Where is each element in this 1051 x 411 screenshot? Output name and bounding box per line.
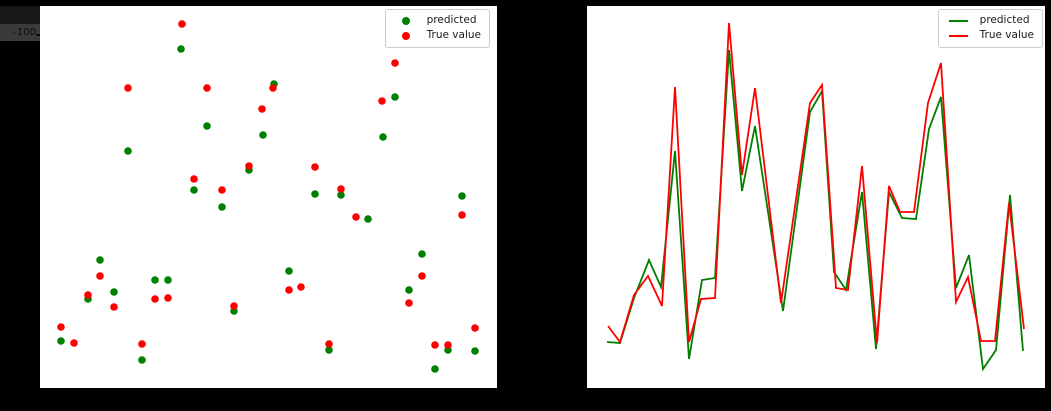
data-point-predicted [259, 131, 267, 139]
legend-label-predicted: predicted [979, 14, 1030, 26]
legend-swatch-wrap [946, 19, 972, 22]
scatter-legend: predicted True value [384, 9, 490, 48]
legend-swatch-wrap [393, 31, 419, 40]
data-point-true-value [431, 341, 439, 349]
data-point-predicted [285, 267, 293, 275]
data-point-predicted [471, 347, 479, 355]
data-point-predicted [325, 346, 333, 354]
predicted-dot-icon [401, 16, 410, 25]
data-point-true-value [378, 97, 386, 105]
data-point-predicted [190, 186, 198, 194]
data-point-predicted [164, 276, 172, 284]
data-point-predicted [138, 356, 146, 364]
data-point-predicted [431, 365, 439, 373]
data-point-true-value [96, 272, 104, 280]
legend-label-true-value: True value [426, 29, 481, 41]
true-value-line-icon [949, 34, 969, 37]
legend-item-true-value: True value [946, 28, 1034, 43]
data-point-true-value [57, 323, 65, 331]
data-point-true-value [245, 162, 253, 170]
data-line-true-value [607, 22, 1025, 344]
legend-item-true-value: True value [393, 28, 481, 43]
legend-swatch-wrap [946, 34, 972, 37]
legend-swatch-wrap [393, 16, 419, 25]
data-point-predicted [364, 215, 372, 223]
data-point-predicted [57, 337, 65, 345]
predicted-line-icon [949, 19, 969, 22]
data-point-true-value [391, 59, 399, 67]
data-point-predicted [337, 191, 345, 199]
data-point-true-value [230, 302, 238, 310]
data-point-predicted [177, 45, 185, 53]
legend-label-predicted: predicted [426, 14, 477, 26]
data-line-predicted [606, 49, 1024, 372]
data-point-true-value [297, 283, 305, 291]
data-point-true-value [337, 185, 345, 193]
data-point-predicted [96, 256, 104, 264]
data-point-true-value [285, 286, 293, 294]
data-point-predicted [203, 122, 211, 130]
data-point-true-value [151, 295, 159, 303]
data-point-true-value [352, 213, 360, 221]
data-point-true-value [178, 20, 186, 28]
data-point-predicted [110, 288, 118, 296]
legend-label-true-value: True value [979, 29, 1034, 41]
data-point-predicted [124, 147, 132, 155]
data-point-predicted [458, 192, 466, 200]
line-canvas [606, 22, 1025, 372]
data-point-true-value [218, 186, 226, 194]
data-point-true-value [325, 340, 333, 348]
data-point-true-value [70, 339, 78, 347]
data-point-predicted [379, 133, 387, 141]
data-point-true-value [444, 341, 452, 349]
data-point-true-value [138, 340, 146, 348]
legend-item-predicted: predicted [393, 13, 481, 28]
data-point-true-value [311, 163, 319, 171]
data-point-true-value [418, 272, 426, 280]
y-tick-label-box: -100 [0, 24, 40, 41]
ytick-highlight-box [0, 6, 40, 24]
data-point-true-value [458, 211, 466, 219]
y-axis-tick-icon [36, 34, 40, 36]
true-value-dot-icon [401, 31, 410, 40]
line-plot: predicted True value [587, 6, 1045, 388]
line-legend: predicted True value [937, 9, 1043, 48]
data-point-predicted [311, 190, 319, 198]
data-point-predicted [151, 276, 159, 284]
data-point-predicted [405, 286, 413, 294]
data-point-true-value [258, 105, 266, 113]
data-point-true-value [164, 294, 172, 302]
scatter-plot: predicted True value [40, 6, 497, 388]
legend-item-predicted: predicted [946, 13, 1034, 28]
data-point-true-value [471, 324, 479, 332]
data-point-true-value [190, 175, 198, 183]
data-point-true-value [405, 299, 413, 307]
y-tick-label: -100 [13, 27, 36, 38]
data-point-true-value [203, 84, 211, 92]
data-point-predicted [418, 250, 426, 258]
data-point-true-value [269, 84, 277, 92]
data-point-true-value [124, 84, 132, 92]
data-point-predicted [218, 203, 226, 211]
data-point-true-value [110, 303, 118, 311]
data-point-true-value [84, 291, 92, 299]
data-point-predicted [391, 93, 399, 101]
scatter-canvas [57, 20, 479, 373]
